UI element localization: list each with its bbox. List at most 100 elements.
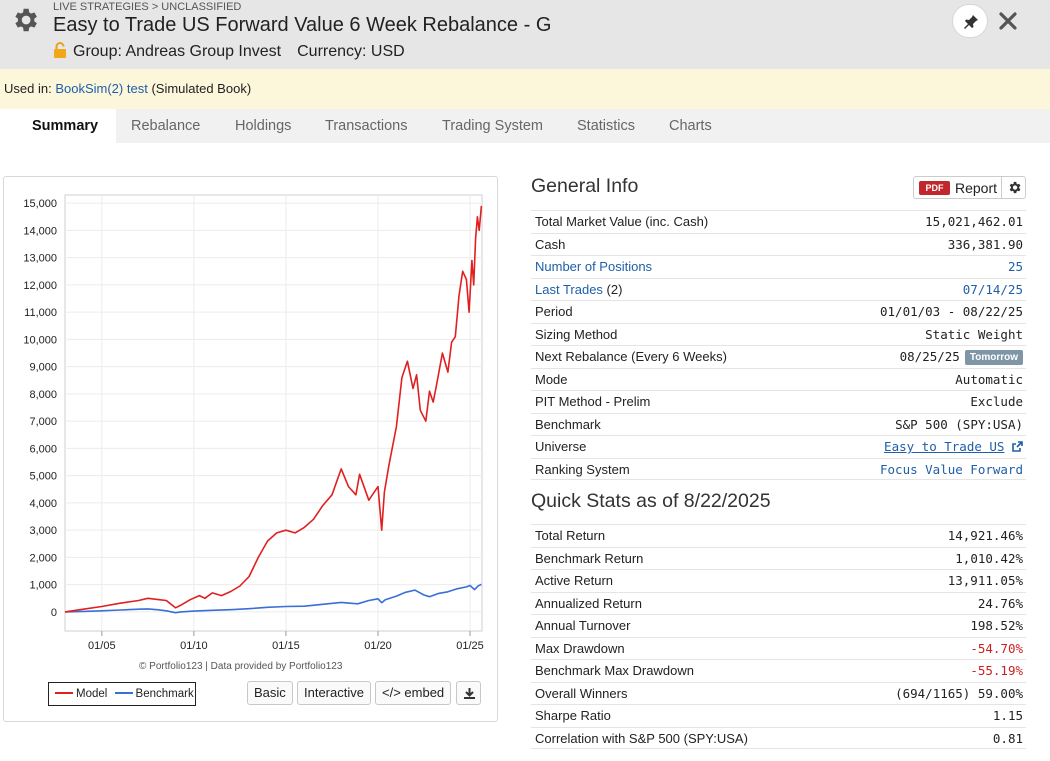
benchmark-swatch <box>114 692 133 694</box>
stat-value: 198.52% <box>970 618 1023 633</box>
chart-legend[interactable]: Model Benchmark <box>48 682 196 706</box>
y-tick-label: 0 <box>51 607 57 619</box>
download-button[interactable] <box>456 681 481 705</box>
report-divider <box>1001 177 1002 198</box>
pin-icon <box>964 15 978 29</box>
used-in-bar: Used in: BookSim(2) test (Simulated Book… <box>0 69 1050 109</box>
stat-label: Annual Turnover <box>535 618 631 633</box>
tab-statistics[interactable]: Statistics <box>577 118 636 134</box>
y-tick-label: 11,000 <box>24 307 57 319</box>
report-settings-icon[interactable] <box>1007 180 1022 195</box>
stat-label: Benchmark Return <box>535 550 644 566</box>
quick-stats-title: Quick Stats as of 8/22/2025 <box>531 490 771 512</box>
performance-chart[interactable]: 0 1,000 2,000 3,000 4,000 5,000 6,000 7,000 8,00… <box>4 177 499 657</box>
general-info-table: Total Market Value (inc. Cash) 15,021,462… <box>531 210 1026 480</box>
last-trades-count: (2) <box>602 281 623 297</box>
tab-rebalance[interactable]: Rebalance <box>131 118 201 134</box>
info-value: Automatic <box>955 371 1023 387</box>
y-tick-label: 4,000 <box>29 498 57 510</box>
y-tick-label: 12,000 <box>23 280 57 292</box>
positions-count-link[interactable]: 25 <box>1007 259 1023 274</box>
strategy-header: LIVE STRATEGIES > UNCLASSIFIED Easy to T… <box>0 0 1050 69</box>
model-swatch <box>55 692 73 694</box>
info-label: Cash <box>535 236 566 252</box>
info-label: Total Market Value (inc. Cash) <box>535 214 709 229</box>
y-tick-label: 7,000 <box>29 416 57 428</box>
info-label: Next Rebalance (Every 6 Weeks) <box>535 349 727 364</box>
tab-summary[interactable]: Summary <box>14 109 117 143</box>
y-tick-label: 9,000 <box>29 362 57 374</box>
lock-icon <box>54 42 66 58</box>
last-trades-link[interactable]: Last Trades <box>535 281 603 297</box>
tab-holdings[interactable]: Holdings <box>235 118 292 134</box>
stat-label: Benchmark Max Drawdown <box>535 663 694 678</box>
x-tick-label: 01/15 <box>272 640 300 652</box>
y-tick-label: 13,000 <box>23 253 57 265</box>
interactive-button[interactable]: Interactive <box>297 681 371 705</box>
booksim-link[interactable]: BookSim(2) test <box>55 81 148 96</box>
stat-value: 13,911.05% <box>947 573 1023 588</box>
ranking-system-link[interactable]: Focus Value Forward <box>880 461 1023 477</box>
stat-label: Sharpe Ratio <box>535 708 611 723</box>
series-line-model <box>64 205 483 613</box>
used-in-prefix: Used in: <box>4 81 52 96</box>
info-value: 15,021,462.01 <box>925 214 1023 229</box>
y-tick-label: 6,000 <box>29 443 57 455</box>
info-row: Sizing Method Static Weight <box>531 322 1026 346</box>
tab-transactions[interactable]: Transactions <box>325 118 408 134</box>
plot-area <box>64 194 483 632</box>
embed-button[interactable]: </> embed <box>375 681 452 705</box>
info-row: Ranking System Focus Value Forward <box>531 457 1026 480</box>
info-value: 08/25/25 Tomorrow <box>900 349 1023 365</box>
stat-label: Max Drawdown <box>535 640 625 656</box>
stat-row: Benchmark Max Drawdown -55.19% <box>531 659 1026 682</box>
info-value: 01/01/03 - 08/22/25 <box>880 304 1023 319</box>
legend-model[interactable]: Model <box>76 688 108 700</box>
basic-button[interactable]: Basic <box>247 681 293 705</box>
stat-label: Correlation with S&P 500 (SPY:USA) <box>535 730 748 746</box>
y-tick-label: 10,000 <box>23 334 57 346</box>
report-button[interactable]: PDF Report <box>913 176 1026 199</box>
info-label: Ranking System <box>535 461 630 477</box>
info-row: Next Rebalance (Every 6 Weeks) 08/25/25 To… <box>531 345 1026 368</box>
pin-button[interactable] <box>952 4 988 38</box>
stat-row: Annualized Return 24.76% <box>531 591 1026 615</box>
general-info-title: General Info <box>531 175 639 197</box>
close-icon[interactable] <box>997 10 1019 32</box>
info-label: Period <box>535 304 573 319</box>
info-label: Benchmark <box>535 416 601 432</box>
tomorrow-badge: Tomorrow <box>964 350 1023 365</box>
stat-label: Annualized Return <box>535 595 642 611</box>
info-row: Period 01/01/03 - 08/22/25 <box>531 300 1026 323</box>
legend-benchmark[interactable]: Benchmark <box>135 688 194 700</box>
gear-icon[interactable] <box>10 5 40 35</box>
universe-link[interactable]: Easy to Trade US <box>884 439 1023 454</box>
tab-charts[interactable]: Charts <box>669 118 712 134</box>
y-tick-label: 2,000 <box>29 552 57 564</box>
stat-value: 1,010.42% <box>955 550 1023 566</box>
breadcrumb[interactable]: LIVE STRATEGIES > UNCLASSIFIED <box>53 1 242 13</box>
info-value: 336,381.90 <box>947 236 1023 252</box>
stat-value: (694/1165) 59.00% <box>895 685 1023 701</box>
external-link-icon[interactable] <box>1012 441 1023 452</box>
stat-row: Benchmark Return 1,010.42% <box>531 546 1026 570</box>
stat-value: -55.19% <box>970 663 1023 678</box>
positions-link[interactable]: Number of Positions <box>535 259 653 274</box>
stat-row: Max Drawdown -54.70% <box>531 636 1026 660</box>
page-title: Easy to Trade US Forward Value 6 Week Re… <box>53 14 552 36</box>
next-rebalance-date: 08/25/25 <box>899 349 960 364</box>
last-trades-date-link[interactable]: 07/14/25 <box>962 281 1023 297</box>
info-row: Total Market Value (inc. Cash) 15,021,462… <box>531 210 1026 233</box>
strategy-meta: Group: Andreas Group Invest Currency: USD <box>53 42 405 61</box>
stat-label: Total Return <box>535 528 606 543</box>
tab-trading-system[interactable]: Trading System <box>442 118 543 134</box>
y-tick-label: 1,000 <box>29 580 57 592</box>
y-tick-label: 3,000 <box>29 525 57 537</box>
pdf-badge: PDF <box>919 181 950 195</box>
chart-credit: © Portfolio123 | Data provided by Portfo… <box>139 661 343 672</box>
x-tick-label: 01/05 <box>88 640 116 652</box>
x-tick-label: 01/10 <box>180 640 208 652</box>
performance-chart-panel: 0 1,000 2,000 3,000 4,000 5,000 6,000 7,000 8,00… <box>3 176 498 722</box>
universe-link-text[interactable]: Easy to Trade US <box>884 439 1005 454</box>
y-tick-label: 8,000 <box>29 389 57 401</box>
